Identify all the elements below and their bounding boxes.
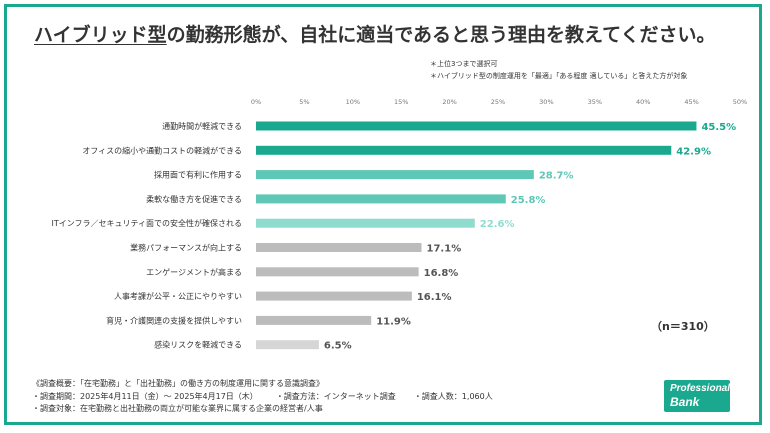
logo-line1: Professional <box>670 383 731 394</box>
survey-footer: 《調査概要：「在宅勤務」と「出社勤務」の働き方の制度運用に関する意識調査》 ・調… <box>32 378 493 416</box>
category-label: 採用面で有利に作用する <box>154 170 242 180</box>
x-tick-label: 0% <box>251 98 261 106</box>
bar <box>256 291 412 301</box>
category-label: エンゲージメントが高まる <box>146 267 242 277</box>
bar <box>256 243 422 252</box>
value-label: 17.1% <box>427 244 462 255</box>
category-label: 柔軟な働き方を促進できる <box>146 194 242 204</box>
value-label: 25.8% <box>511 195 546 206</box>
chart-title: ハイブリッド型の勤務形態が、自社に適当であると思う理由を教えてください。 <box>34 20 754 47</box>
category-label: 業務パフォーマンスが向上する <box>130 243 242 253</box>
professional-bank-logo: Professional Bank <box>664 380 730 412</box>
survey-period: ・調査期間：2025年4月11日（金）〜 2025年4月17日（木） <box>32 391 258 401</box>
value-label: 45.5% <box>701 122 736 133</box>
value-label: 28.7% <box>539 171 574 182</box>
survey-count: ・調査人数：1,060人 <box>413 391 493 401</box>
category-label: 通勤時間が軽減できる <box>162 121 242 131</box>
bar <box>256 170 534 180</box>
x-tick-label: 30% <box>539 98 553 106</box>
survey-target: ・調査対象：在宅勤務と出社勤務の両立が可能な業界に属する企業の経営者/人事 <box>32 404 323 413</box>
value-label: 22.6% <box>480 219 515 230</box>
sample-size: （n＝310） <box>651 320 715 333</box>
notes: ＊上位3つまで選択可 ＊ハイブリッド型の制度運用を「最適」「ある程度 適している… <box>430 58 687 82</box>
x-tick-label: 10% <box>346 98 360 106</box>
value-label: 42.9% <box>676 146 711 157</box>
x-tick-label: 40% <box>636 98 650 106</box>
bar <box>256 121 697 131</box>
x-tick-label: 15% <box>394 98 408 106</box>
category-label: ITインフラ／セキュリティ面での安全性が確保される <box>51 218 242 228</box>
category-label: 感染リスクを軽減できる <box>154 340 242 350</box>
x-tick-label: 5% <box>299 98 309 106</box>
chart-frame <box>4 4 762 425</box>
note-target: ＊ハイブリッド型の制度運用を「最適」「ある程度 適している」と答えた方が対象 <box>430 72 688 80</box>
survey-method: ・調査方法：インターネット調査 <box>275 391 396 401</box>
bar <box>256 218 475 228</box>
bar <box>256 194 506 204</box>
bar <box>256 315 372 325</box>
value-label: 16.8% <box>424 268 459 279</box>
x-tick-label: 20% <box>442 98 456 106</box>
value-label: 11.9% <box>376 316 411 327</box>
chart-title-underlined: ハイブリッド型 <box>34 24 167 46</box>
logo-line2: Bank <box>670 395 700 409</box>
x-tick-label: 45% <box>684 98 698 106</box>
value-label: 16.1% <box>417 292 452 303</box>
x-tick-label: 50% <box>733 98 747 106</box>
bar <box>256 145 672 155</box>
category-label: 人事考課が公平・公正にやりやすい <box>114 291 242 301</box>
note-selection: ＊上位3つまで選択可 <box>430 60 498 68</box>
category-label: 育児・介護関連の支援を提供しやすい <box>106 315 242 325</box>
category-label: オフィスの縮小や通勤コストの軽減ができる <box>82 145 242 155</box>
bar <box>256 340 319 350</box>
x-tick-label: 25% <box>491 98 505 106</box>
chart-title-rest: の勤務形態が、自社に適当であると思う理由を教えてください。 <box>166 24 716 46</box>
survey-meta-line: ・調査期間：2025年4月11日（金）〜 2025年4月17日（木） ・調査方法：… <box>32 391 493 404</box>
survey-overview: 《調査概要：「在宅勤務」と「出社勤務」の働き方の制度運用に関する意識調査》 <box>32 379 324 388</box>
value-label: 6.5% <box>324 341 352 352</box>
x-tick-label: 35% <box>588 98 602 106</box>
bar <box>256 267 419 277</box>
